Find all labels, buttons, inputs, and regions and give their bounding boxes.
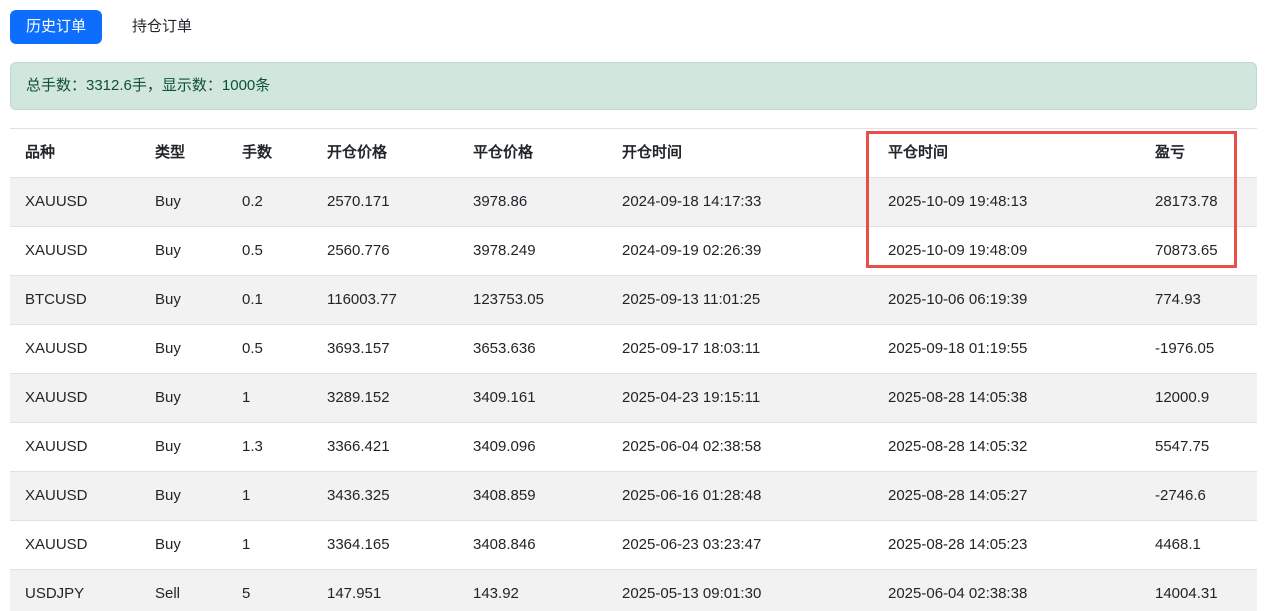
cell-type: Buy [140,373,227,423]
cell-type: Buy [140,422,227,472]
col-header-profit: 盈亏 [1140,128,1257,178]
cell-lots: 1 [227,520,312,570]
cell-lots: 0.5 [227,226,312,276]
cell-profit: 12000.9 [1140,373,1257,423]
cell-type: Buy [140,471,227,521]
cell-close-time: 2025-09-18 01:19:55 [873,324,1140,374]
cell-symbol: XAUUSD [10,177,140,227]
cell-symbol: XAUUSD [10,373,140,423]
cell-close-price: 3409.096 [458,422,607,472]
col-header-close-price: 平仓价格 [458,128,607,178]
cell-lots: 0.1 [227,275,312,325]
col-header-lots: 手数 [227,128,312,178]
cell-type: Sell [140,569,227,611]
cell-symbol: USDJPY [10,569,140,611]
cell-lots: 1 [227,471,312,521]
table-row: XAUUSD Buy 0.5 3693.157 3653.636 2025-09-17 1… [10,324,1257,374]
cell-close-time: 2025-08-28 14:05:23 [873,520,1140,570]
cell-close-price: 3409.161 [458,373,607,423]
cell-close-price: 3978.249 [458,226,607,276]
cell-close-price: 3653.636 [458,324,607,374]
table-row: XAUUSD Buy 0.2 2570.171 3978.86 2024-09-18 14… [10,177,1257,227]
cell-type: Buy [140,275,227,325]
cell-profit: 14004.31 [1140,569,1257,611]
cell-profit: 28173.78 [1140,177,1257,227]
cell-close-time: 2025-10-09 19:48:13 [873,177,1140,227]
cell-symbol: XAUUSD [10,324,140,374]
table-row: XAUUSD Buy 0.5 2560.776 3978.249 2024-09-19 0… [10,226,1257,276]
cell-open-price: 3436.325 [312,471,458,521]
cell-open-time: 2025-06-23 03:23:47 [607,520,873,570]
cell-open-time: 2024-09-18 14:17:33 [607,177,873,227]
cell-profit: 5547.75 [1140,422,1257,472]
col-header-open-time: 开仓时间 [607,128,873,178]
orders-table-body: XAUUSD Buy 0.2 2570.171 3978.86 2024-09-18 14… [10,177,1257,611]
cell-profit: 774.93 [1140,275,1257,325]
table-row: XAUUSD Buy 1 3289.152 3409.161 2025-04-23 19:… [10,373,1257,423]
orders-table-container: 品种 类型 手数 开仓价格 平仓价格 开仓时间 平仓时间 盈亏 XAUUSD Bu… [10,128,1257,611]
cell-open-time: 2025-05-13 09:01:30 [607,569,873,611]
cell-open-price: 3693.157 [312,324,458,374]
cell-close-price: 3408.846 [458,520,607,570]
cell-close-price: 143.92 [458,569,607,611]
cell-open-price: 147.951 [312,569,458,611]
cell-profit: -2746.6 [1140,471,1257,521]
cell-close-time: 2025-10-06 06:19:39 [873,275,1140,325]
summary-alert: 总手数：3312.6手，显示数：1000条 [10,62,1257,110]
col-header-type: 类型 [140,128,227,178]
cell-profit: 70873.65 [1140,226,1257,276]
tab-history-orders[interactable]: 历史订单 [10,10,103,44]
col-header-close-time: 平仓时间 [873,128,1140,178]
table-row: XAUUSD Buy 1.3 3366.421 3409.096 2025-06-04 0… [10,422,1257,472]
cell-open-time: 2025-09-13 11:01:25 [607,275,873,325]
cell-lots: 0.5 [227,324,312,374]
cell-open-price: 2560.776 [312,226,458,276]
summary-text: 总手数：3312.6手，显示数：1000条 [26,77,271,94]
cell-symbol: XAUUSD [10,422,140,472]
col-header-open-price: 开仓价格 [312,128,458,178]
cell-open-price: 116003.77 [312,275,458,325]
table-row: USDJPY Sell 5 147.951 143.92 2025-05-13 09:01… [10,569,1257,611]
cell-symbol: XAUUSD [10,520,140,570]
cell-type: Buy [140,226,227,276]
cell-symbol: BTCUSD [10,275,140,325]
cell-close-time: 2025-08-28 14:05:32 [873,422,1140,472]
cell-lots: 0.2 [227,177,312,227]
table-row: XAUUSD Buy 1 3436.325 3408.859 2025-06-16 01:… [10,471,1257,521]
cell-profit: -1976.05 [1140,324,1257,374]
cell-close-time: 2025-10-09 19:48:09 [873,226,1140,276]
cell-open-price: 3366.421 [312,422,458,472]
cell-symbol: XAUUSD [10,471,140,521]
cell-open-price: 3289.152 [312,373,458,423]
cell-open-price: 2570.171 [312,177,458,227]
cell-open-time: 2025-06-16 01:28:48 [607,471,873,521]
cell-open-time: 2025-04-23 19:15:11 [607,373,873,423]
orders-table: 品种 类型 手数 开仓价格 平仓价格 开仓时间 平仓时间 盈亏 XAUUSD Bu… [10,128,1257,611]
orders-table-header: 品种 类型 手数 开仓价格 平仓价格 开仓时间 平仓时间 盈亏 [10,128,1257,178]
cell-open-time: 2024-09-19 02:26:39 [607,226,873,276]
table-row: BTCUSD Buy 0.1 116003.77 123753.05 2025-09-13… [10,275,1257,325]
col-header-symbol: 品种 [10,128,140,178]
cell-profit: 4468.1 [1140,520,1257,570]
cell-open-time: 2025-09-17 18:03:11 [607,324,873,374]
cell-close-time: 2025-08-28 14:05:38 [873,373,1140,423]
cell-close-price: 3978.86 [458,177,607,227]
cell-open-price: 3364.165 [312,520,458,570]
cell-close-time: 2025-06-04 02:38:38 [873,569,1140,611]
cell-close-price: 3408.859 [458,471,607,521]
cell-open-time: 2025-06-04 02:38:58 [607,422,873,472]
cell-close-time: 2025-08-28 14:05:27 [873,471,1140,521]
cell-lots: 1 [227,373,312,423]
cell-type: Buy [140,177,227,227]
cell-symbol: XAUUSD [10,226,140,276]
table-row: XAUUSD Buy 1 3364.165 3408.846 2025-06-23 03:… [10,520,1257,570]
cell-type: Buy [140,324,227,374]
tab-open-positions[interactable]: 持仓订单 [116,10,208,44]
order-tabbar: 历史订单 持仓订单 [10,10,1257,44]
cell-close-price: 123753.05 [458,275,607,325]
cell-lots: 1.3 [227,422,312,472]
cell-lots: 5 [227,569,312,611]
cell-type: Buy [140,520,227,570]
